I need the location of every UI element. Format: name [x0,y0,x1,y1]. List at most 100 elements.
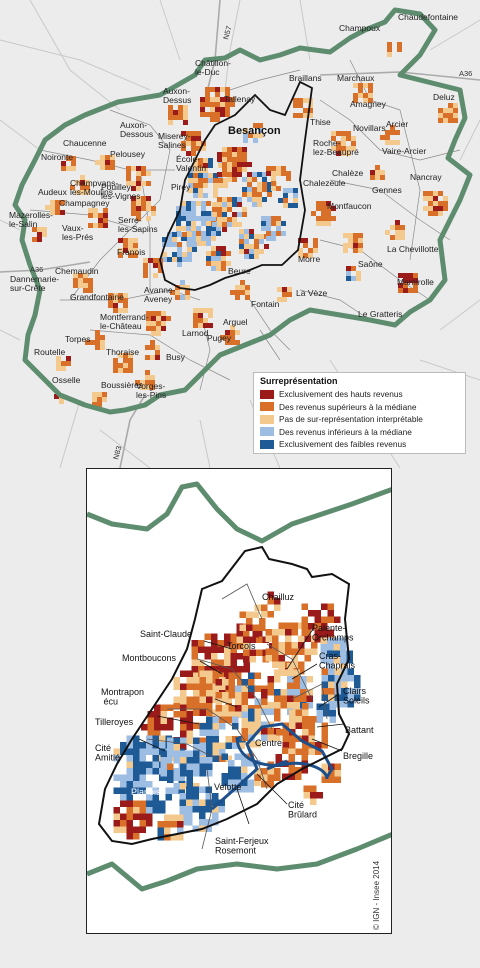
grid-cell [191,146,196,151]
grid-cell [155,345,160,350]
grid-cell [308,735,315,742]
grid-cell [408,278,413,283]
grid-cell [215,97,220,102]
grid-cell [203,323,208,328]
grid-cell [443,118,448,123]
grid-cell [271,221,276,226]
grid-cell [75,190,80,195]
grid-cell [303,792,310,799]
grid-cell [387,52,392,57]
grid-cell [340,663,347,670]
grid-cell [100,160,105,165]
grid-cell [216,251,221,256]
grid-cell [453,113,458,118]
grid-cell [222,217,227,222]
grid-cell [245,295,250,300]
grid-cell [146,735,153,742]
grid-cell [123,358,128,363]
grid-cell [239,611,246,618]
grid-cell [261,604,268,611]
grid-cell [97,397,102,402]
label-vorges: Vorges-les-Pins [136,381,166,400]
grid-cell [230,633,237,640]
grid-cell [235,692,242,699]
grid-cell [139,755,146,762]
grid-cell [180,783,187,790]
grid-cell [185,285,190,290]
grid-cell [222,152,227,157]
grid-cell [272,629,279,636]
grid-cell [241,721,248,728]
grid-cell [235,685,242,692]
grid-cell [302,703,309,710]
grid-cell [276,216,281,221]
label-centre: Centre [255,738,282,748]
grid-cell [225,107,230,112]
grid-cell [227,157,232,162]
label-chaucenne: Chaucenne [63,138,107,148]
grid-cell [285,622,292,629]
grid-cell [113,787,120,794]
grid-cell [199,799,206,806]
grid-cell [295,773,302,780]
grid-cell [102,397,107,402]
grid-cell [181,216,186,221]
grid-cell [178,110,183,115]
grid-cell [172,774,179,781]
label-routelle: Routelle [34,347,65,357]
grid-cell [146,311,151,316]
grid-cell [178,105,183,110]
grid-cell [353,243,358,248]
grid-cell [151,321,156,326]
grid-cell [295,748,302,755]
grid-cell [221,261,226,266]
grid-cell [277,287,282,292]
grid-cell [139,742,146,749]
grid-cell [196,146,201,151]
grid-cell [321,211,326,216]
grid-cell [278,198,283,203]
grid-cell [183,115,188,120]
grid-cell [167,237,172,242]
grid-cell [256,649,263,656]
grid-cell [173,711,180,718]
grid-cell [66,356,71,361]
grid-cell [206,241,211,246]
grid-cell [218,806,225,813]
grid-cell [120,774,127,781]
grid-cell [242,192,247,197]
grid-cell [301,754,308,761]
grid-cell [281,221,286,226]
grid-cell [358,93,363,98]
grid-cell [301,629,308,636]
grid-cell [100,345,105,350]
grid-cell [230,646,237,653]
grid-cell [78,278,83,283]
grid-cell [261,221,266,226]
grid-cell [340,650,347,657]
grid-cell [281,171,286,176]
grid-cell [212,819,219,826]
grid-cell [120,781,127,788]
grid-cell [156,326,161,331]
grid-cell [215,117,220,122]
grid-cell [158,268,163,273]
grid-cell [363,93,368,98]
grid-cell [267,774,274,781]
grid-cell [206,231,211,236]
label-cras-chaprais: Cras-Chaprais [319,651,356,670]
grid-cell [217,222,222,227]
grid-cell [253,138,258,143]
label-nancray: Nancray [410,172,442,182]
grid-cell [257,182,262,187]
grid-cell [152,755,159,762]
grid-cell [192,806,199,813]
grid-cell [222,202,227,207]
grid-cell [180,696,187,703]
grid-cell [186,677,193,684]
grid-cell [258,123,263,128]
grid-cell [135,380,140,385]
grid-cell [168,115,173,120]
grid-cell [271,216,276,221]
grid-cell [247,162,252,167]
